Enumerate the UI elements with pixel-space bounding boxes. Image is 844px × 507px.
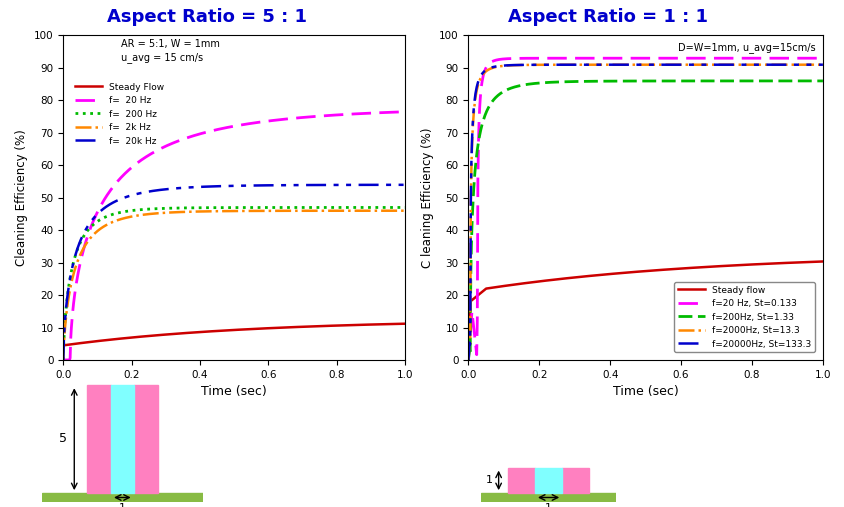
Bar <box>535 467 562 493</box>
Y-axis label: Cleaning Efficiency (%): Cleaning Efficiency (%) <box>15 129 29 266</box>
X-axis label: Time (sec): Time (sec) <box>613 385 679 398</box>
Text: D=W=1mm, u_avg=15cm/s: D=W=1mm, u_avg=15cm/s <box>679 42 816 53</box>
Text: 5: 5 <box>59 432 67 445</box>
Bar <box>481 493 616 502</box>
Text: Aspect Ratio = 5 : 1: Aspect Ratio = 5 : 1 <box>107 8 306 26</box>
Legend: Steady flow, f=20 Hz, St=0.133, f=200Hz, St=1.33, f=2000Hz, St=13.3, f=20000Hz, : Steady flow, f=20 Hz, St=0.133, f=200Hz,… <box>674 282 814 352</box>
Text: Aspect Ratio = 1 : 1: Aspect Ratio = 1 : 1 <box>508 8 707 26</box>
Bar <box>111 385 133 493</box>
Bar <box>87 385 111 493</box>
Y-axis label: C leaning Efficiency (%): C leaning Efficiency (%) <box>420 127 434 268</box>
Text: 1: 1 <box>119 503 126 507</box>
Text: 1: 1 <box>545 503 552 507</box>
Bar <box>42 493 203 502</box>
Bar <box>508 467 535 493</box>
Bar <box>562 467 589 493</box>
Bar <box>133 385 158 493</box>
X-axis label: Time (sec): Time (sec) <box>202 385 267 398</box>
Legend: Steady Flow, f=  20 Hz, f=  200 Hz, f=  2k Hz, f=  20k Hz: Steady Flow, f= 20 Hz, f= 200 Hz, f= 2k … <box>71 79 168 149</box>
Text: 1: 1 <box>485 476 493 485</box>
Text: AR = 5:1, W = 1mm
u_avg = 15 cm/s: AR = 5:1, W = 1mm u_avg = 15 cm/s <box>122 39 220 63</box>
